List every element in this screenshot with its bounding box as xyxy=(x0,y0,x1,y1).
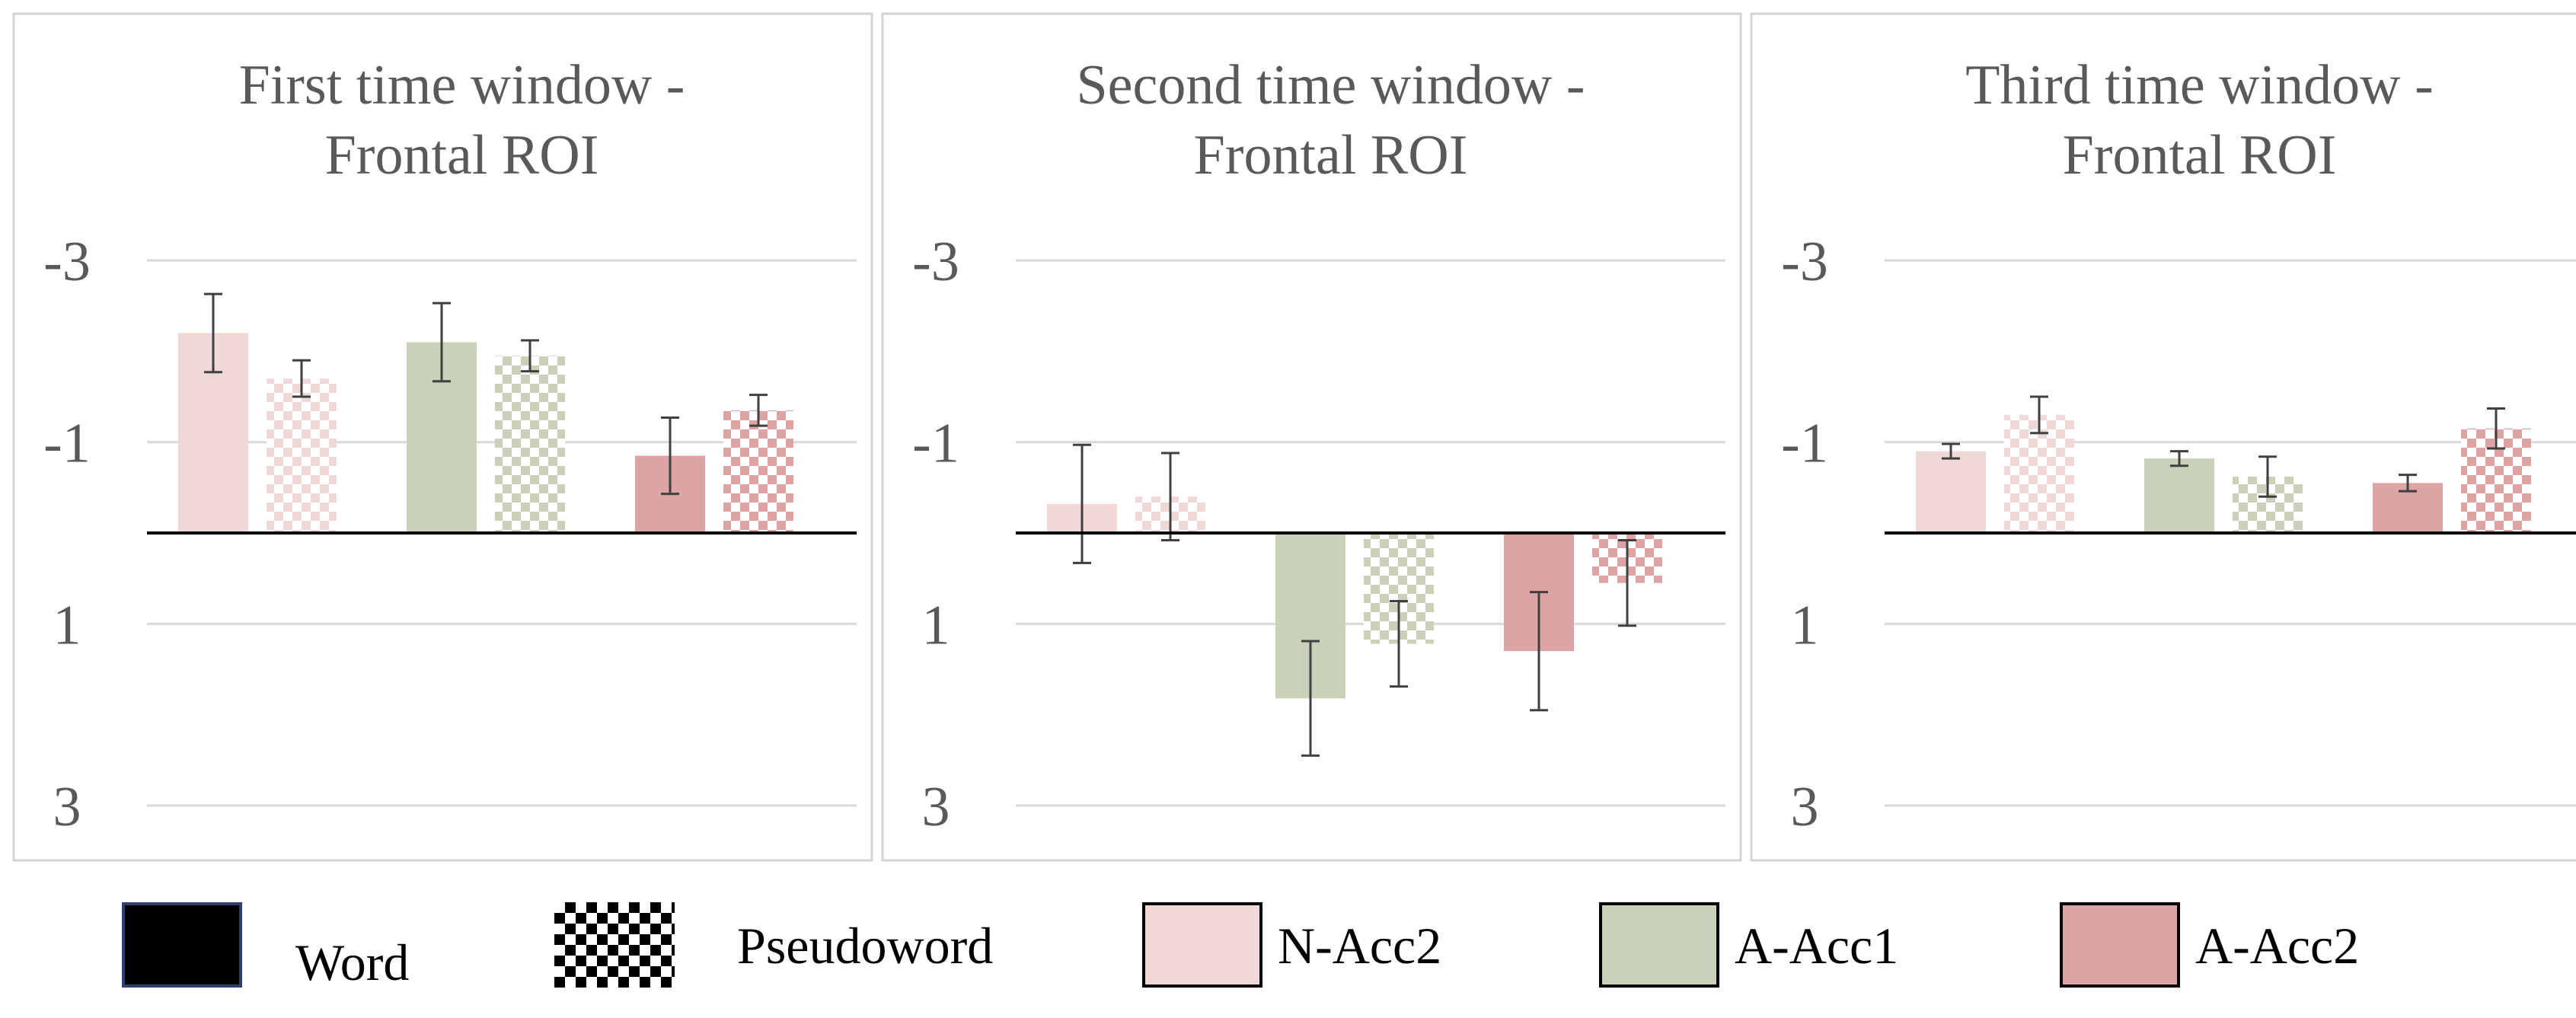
error-bar-word-a-acc2 xyxy=(2399,474,2417,493)
chart-subtitle: Frontal ROI xyxy=(2063,124,2337,187)
chart-subtitle: Frontal ROI xyxy=(325,124,599,187)
bar-pseudoword-a-acc1 xyxy=(495,356,565,533)
a-acc2-swatch xyxy=(2060,902,2180,988)
word-swatch xyxy=(122,902,242,988)
legend-label-pseudoword: Pseudoword xyxy=(737,917,994,975)
bar-pseudoword-a-acc2 xyxy=(723,410,793,533)
y-tick-label: -3 xyxy=(1781,231,1828,293)
panel-border xyxy=(12,12,873,862)
error-bar-pseudoword-a-acc1 xyxy=(1390,600,1408,688)
panel-border xyxy=(881,12,1742,862)
bar-pseudoword-n-acc2 xyxy=(2004,414,2074,533)
error-bar-pseudoword-a-acc2 xyxy=(1618,539,1636,627)
y-tick-label: -1 xyxy=(1781,413,1828,475)
error-bar-word-n-acc2 xyxy=(204,292,222,374)
error-bar-word-n-acc2 xyxy=(1073,443,1091,564)
error-bar-pseudoword-a-acc2 xyxy=(2487,407,2505,450)
bar-pseudoword-n-acc2 xyxy=(267,378,337,533)
error-bar-pseudoword-n-acc2 xyxy=(1161,452,1179,542)
chart-panel-2: Second time window - Frontal ROI -3 -1 1 3 xyxy=(881,12,1742,862)
error-bar-word-a-acc2 xyxy=(1530,591,1548,712)
a-acc1-swatch xyxy=(1599,902,1719,988)
legend-label-word: Word xyxy=(295,933,410,991)
chart-subtitle: Frontal ROI xyxy=(1194,124,1468,187)
pseudoword-swatch xyxy=(554,902,675,988)
error-bar-pseudoword-n-acc2 xyxy=(292,359,311,398)
error-bar-word-a-acc2 xyxy=(661,416,679,496)
bar-word-n-acc2 xyxy=(1916,451,1986,533)
chart-title: Second time window - xyxy=(1077,54,1585,116)
chart-title: First time window - xyxy=(239,54,685,116)
chart-panel-3: Third time window - Frontal ROI -3 -1 1 3 xyxy=(1750,12,2576,862)
error-bar-word-a-acc1 xyxy=(2170,450,2188,468)
y-tick-label: -3 xyxy=(43,231,91,293)
legend: Word Pseudoword N-Acc2 A-Acc1 A-Acc2 xyxy=(0,868,2576,1018)
y-tick-label: 1 xyxy=(53,594,81,656)
y-tick-label: 1 xyxy=(1791,594,1819,656)
error-bar-pseudoword-n-acc2 xyxy=(2030,395,2048,435)
legend-label-n-acc2: N-Acc2 xyxy=(1278,917,1442,975)
y-tick-label: 1 xyxy=(922,594,950,656)
legend-label-a-acc2: A-Acc2 xyxy=(2195,917,2360,975)
y-tick-label: -1 xyxy=(43,413,91,475)
error-bar-pseudoword-a-acc1 xyxy=(521,339,539,373)
error-bar-pseudoword-a-acc1 xyxy=(2258,455,2277,498)
error-bar-pseudoword-a-acc2 xyxy=(749,394,768,427)
y-tick-label: -1 xyxy=(912,413,959,475)
y-tick-label: 3 xyxy=(1791,776,1819,838)
n-acc2-swatch xyxy=(1142,902,1262,988)
y-tick-label: -3 xyxy=(912,231,959,293)
panel-border xyxy=(1750,12,2576,862)
chart-title: Third time window - xyxy=(1965,54,2434,116)
legend-label-a-acc1: A-Acc1 xyxy=(1735,917,1899,975)
y-tick-label: 3 xyxy=(53,776,81,838)
chart-panel-1: First time window - Frontal ROI -3 -1 1 3 xyxy=(12,12,873,862)
y-tick-label: 3 xyxy=(922,776,950,838)
bar-word-a-acc1 xyxy=(2144,458,2214,533)
error-bar-word-n-acc2 xyxy=(1942,442,1960,460)
error-bar-word-a-acc1 xyxy=(1301,640,1320,757)
error-bar-word-a-acc1 xyxy=(433,302,451,383)
